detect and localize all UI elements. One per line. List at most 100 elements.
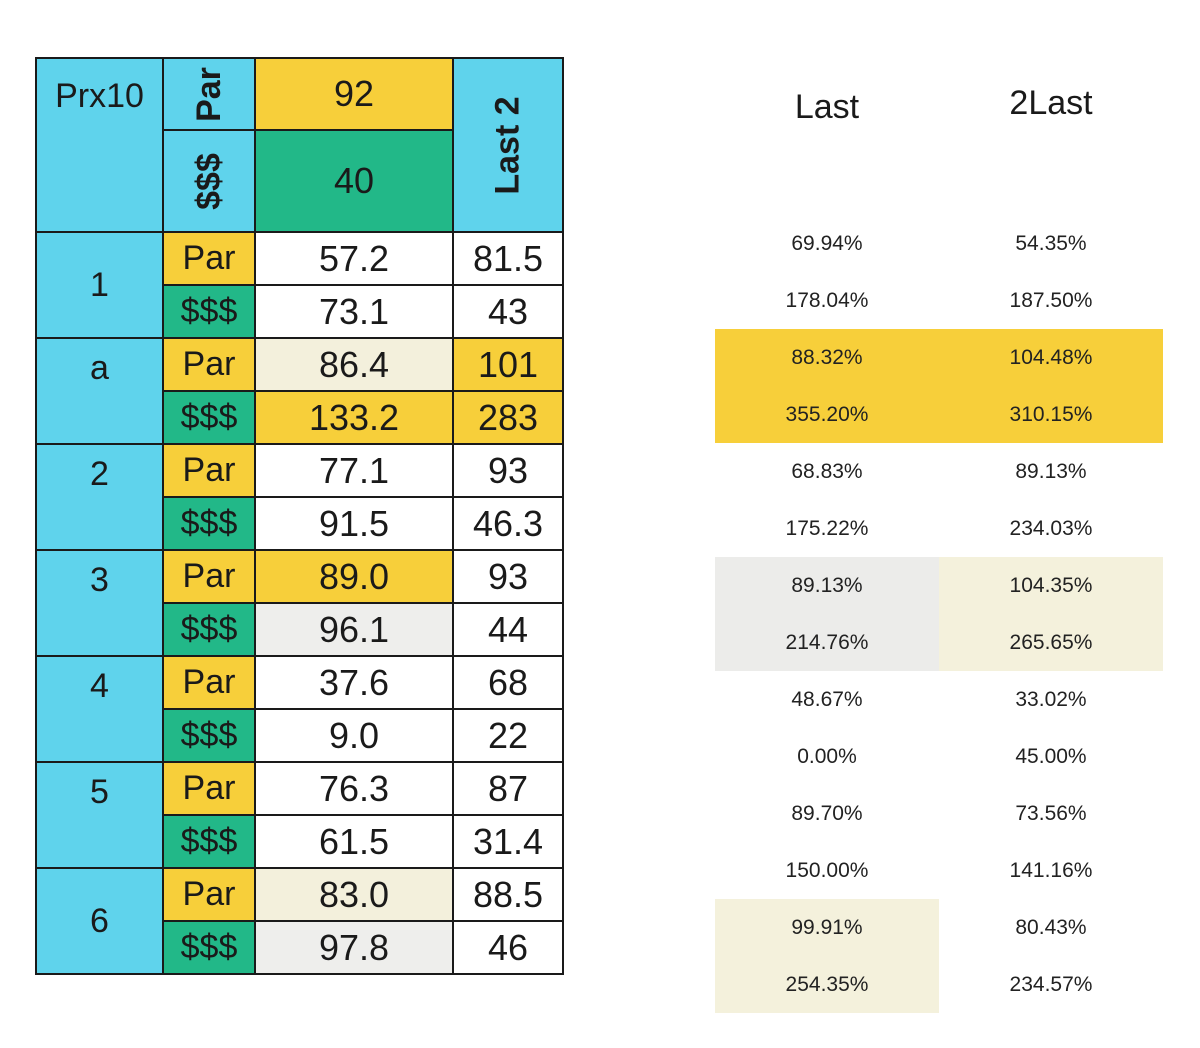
par-header: Par — [189, 66, 228, 122]
2last-ratio: 33.02% — [1015, 687, 1087, 711]
money-value: 133.2 — [254, 390, 454, 445]
row-label: 4 — [35, 655, 164, 763]
2last-ratio: 234.03% — [1009, 516, 1093, 540]
list-item: 69.94% 54.35% — [715, 215, 1163, 272]
row-label: 1 — [35, 231, 164, 339]
par-label: Par — [162, 443, 256, 498]
last2-header-cell: Last 2 — [452, 57, 564, 233]
table-row: $$$ 133.2 283 — [36, 390, 564, 445]
par-value: 76.3 — [254, 761, 454, 816]
last-ratio: 214.76% — [715, 614, 939, 671]
par-value: 57.2 — [254, 231, 454, 286]
ratio-table: 69.94% 54.35% 178.04% 187.50% 88.32% 104… — [715, 215, 1163, 1013]
last-ratio: 150.00% — [785, 858, 869, 882]
par-value: 77.1 — [254, 443, 454, 498]
money-last2-value: 46 — [452, 920, 564, 975]
par-last2-value: 87 — [452, 761, 564, 816]
money-header: $$$ — [189, 152, 228, 210]
par-header-value: 92 — [254, 57, 454, 131]
table-row: 2 Par 77.1 93 — [35, 443, 564, 551]
table-row: $$$ 9.0 22 — [36, 708, 564, 763]
row-label: a — [35, 337, 164, 445]
list-item: 355.20% 310.15% — [715, 386, 1163, 443]
money-last2-value: 283 — [452, 390, 564, 445]
par-last2-value: 68 — [452, 655, 564, 710]
last-ratio: 88.32% — [715, 329, 939, 386]
table-row: 4 Par 37.6 68 — [35, 655, 564, 763]
par-label: Par — [162, 231, 256, 286]
list-item: 178.04% 187.50% — [715, 272, 1163, 329]
2last-ratio: 187.50% — [1009, 288, 1093, 312]
list-item: 88.32% 104.48% — [715, 329, 1163, 386]
list-item: 89.70% 73.56% — [715, 785, 1163, 842]
table-row: $$$ 73.1 43 — [36, 284, 564, 339]
par-value: 86.4 — [254, 337, 454, 392]
row-label: 2 — [35, 443, 164, 551]
par-label: Par — [162, 549, 256, 604]
2last-ratio: 73.56% — [1015, 801, 1087, 825]
row-label: 6 — [35, 867, 164, 975]
list-item: 48.67% 33.02% — [715, 671, 1163, 728]
2last-ratio: 104.35% — [939, 557, 1163, 614]
table-row: 5 Par 76.3 87 — [35, 761, 564, 869]
row-label: 3 — [35, 549, 164, 657]
last-ratio: 355.20% — [715, 386, 939, 443]
money-last2-value: 43 — [452, 284, 564, 339]
prices-table: Prx10 Par 92 Last 2 $$$ 40 1 Par 57.2 81… — [35, 57, 564, 975]
money-value: 91.5 — [254, 496, 454, 551]
last-ratio: 48.67% — [791, 687, 863, 711]
2last-column-header: 2Last — [1009, 84, 1093, 122]
last-ratio: 68.83% — [791, 459, 863, 483]
last-ratio: 99.91% — [715, 899, 939, 956]
list-item: 214.76% 265.65% — [715, 614, 1163, 671]
par-value: 83.0 — [254, 867, 454, 922]
last-column-header: Last — [794, 88, 860, 126]
last-ratio: 254.35% — [715, 956, 939, 1013]
par-label: Par — [162, 655, 256, 710]
last-ratio: 69.94% — [791, 231, 863, 255]
2last-ratio: 89.13% — [1015, 459, 1087, 483]
money-last2-value: 31.4 — [452, 814, 564, 869]
par-last2-value: 81.5 — [452, 231, 564, 286]
money-label: $$$ — [162, 496, 256, 551]
2last-ratio: 265.65% — [939, 614, 1163, 671]
2last-ratio: 310.15% — [939, 386, 1163, 443]
par-last2-value: 93 — [452, 549, 564, 604]
par-label: Par — [162, 761, 256, 816]
table-row: $$$ 61.5 31.4 — [36, 814, 564, 869]
money-value: 96.1 — [254, 602, 454, 657]
list-item: 0.00% 45.00% — [715, 728, 1163, 785]
list-item: 89.13% 104.35% — [715, 557, 1163, 614]
2last-ratio: 54.35% — [1015, 231, 1087, 255]
row-label: 5 — [35, 761, 164, 869]
money-value: 97.8 — [254, 920, 454, 975]
list-item: 150.00% 141.16% — [715, 842, 1163, 899]
par-value: 37.6 — [254, 655, 454, 710]
par-last2-value: 88.5 — [452, 867, 564, 922]
money-value: 61.5 — [254, 814, 454, 869]
par-header-cell: Par — [162, 57, 256, 131]
money-last2-value: 22 — [452, 708, 564, 763]
2last-ratio: 80.43% — [1015, 915, 1087, 939]
table-row: $$$ 96.1 44 — [36, 602, 564, 657]
table-row: $$$ 97.8 46 — [36, 920, 564, 975]
2last-ratio: 141.16% — [1009, 858, 1093, 882]
par-last2-value: 93 — [452, 443, 564, 498]
last-ratio: 178.04% — [785, 288, 869, 312]
prx-header: Prx10 — [35, 57, 164, 233]
money-label: $$$ — [162, 284, 256, 339]
list-item: 175.22% 234.03% — [715, 500, 1163, 557]
table-row: 3 Par 89.0 93 — [35, 549, 564, 657]
last-ratio: 0.00% — [797, 744, 857, 768]
table-row: 1 Par 57.2 81.5 — [35, 231, 564, 339]
last2-header: Last 2 — [488, 95, 527, 195]
table-row: a Par 86.4 101 — [35, 337, 564, 445]
money-last2-value: 44 — [452, 602, 564, 657]
money-header-value: 40 — [254, 129, 454, 233]
table-row: 6 Par 83.0 88.5 — [35, 867, 564, 975]
last-ratio: 175.22% — [785, 516, 869, 540]
par-last2-value: 101 — [452, 337, 564, 392]
list-item: 99.91% 80.43% — [715, 899, 1163, 956]
money-header-cell: $$$ — [162, 129, 256, 233]
2last-ratio: 45.00% — [1015, 744, 1087, 768]
